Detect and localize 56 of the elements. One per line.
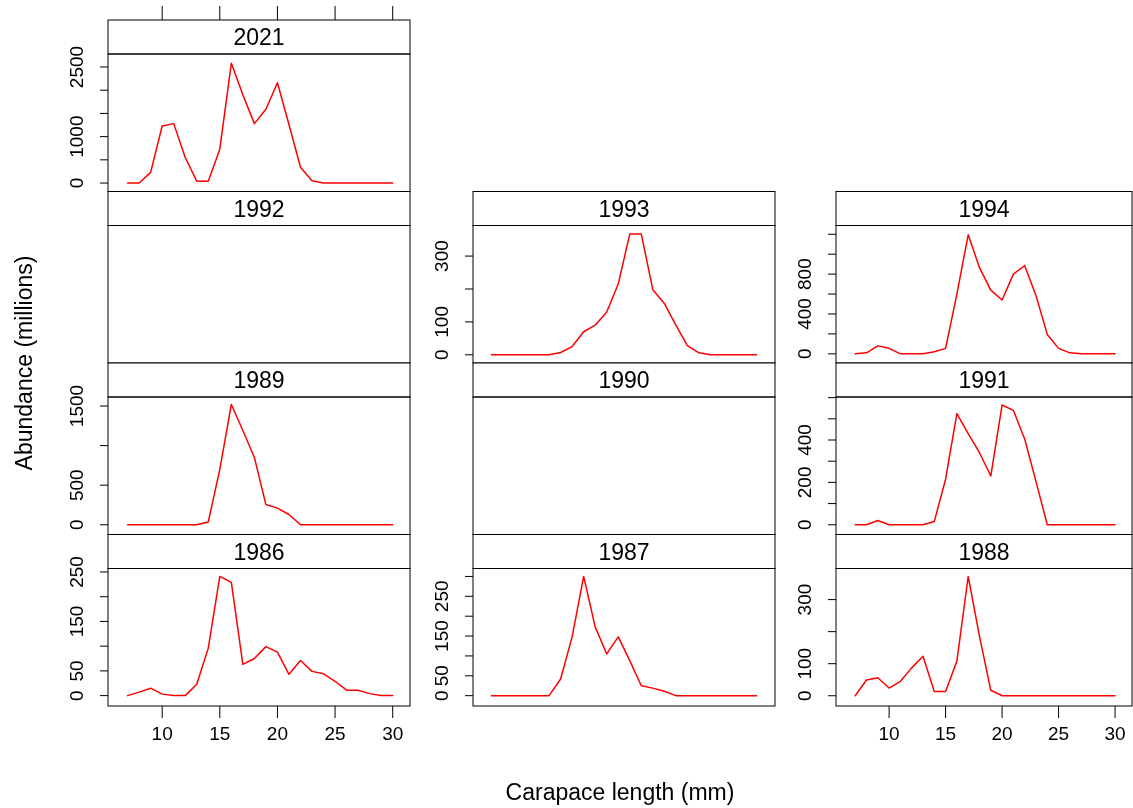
x-axis-title: Carapace length (mm) [505, 779, 735, 805]
line-series [854, 404, 1116, 526]
y-tick-label: 0 [66, 177, 87, 189]
chart-title: 1993 [598, 195, 650, 222]
y-tick-label: 0 [66, 690, 87, 701]
x-tick-label: 30 [1104, 723, 1126, 744]
y-tick-label: 50 [66, 660, 87, 682]
y-tick-label: 1000 [66, 115, 87, 158]
y-tick-label: 300 [431, 240, 452, 272]
line-series [854, 575, 1116, 697]
chart-title: 2021 [233, 24, 285, 50]
chart-title: 1986 [233, 538, 285, 565]
y-tick-label: 100 [431, 306, 452, 338]
x-tick-label: 20 [991, 723, 1013, 744]
chart-title: 1989 [233, 367, 285, 393]
x-tick-label: 30 [382, 723, 404, 744]
x-tick-label: 20 [266, 723, 289, 744]
chart-title: 1994 [958, 195, 1010, 222]
y-tick-label: 0 [431, 349, 452, 361]
y-tick-label: 800 [794, 258, 815, 290]
x-tick-label: 15 [209, 723, 231, 744]
y-tick-label: 0 [794, 348, 815, 360]
y-tick-label: 0 [794, 690, 815, 702]
y-tick-label: 0 [794, 519, 815, 531]
chart-title: 1988 [958, 538, 1010, 565]
chart-title: 1991 [958, 367, 1010, 393]
x-tick-label: 25 [324, 723, 346, 744]
chart-title: 1987 [598, 538, 650, 565]
y-tick-label: 1500 [66, 384, 87, 428]
y-tick-label: 50 [431, 665, 452, 687]
y-tick-label: 2500 [66, 45, 87, 89]
x-tick-label: 10 [878, 723, 900, 744]
line-series [126, 403, 394, 526]
y-tick-label: 250 [431, 580, 452, 613]
y-tick-label: 150 [431, 620, 452, 652]
y-tick-label: 0 [431, 690, 452, 701]
y-tick-label: 500 [66, 469, 87, 502]
line-series [490, 575, 758, 697]
text: 1992 [233, 195, 285, 222]
x-tick-label: 25 [1047, 723, 1070, 744]
line-series [126, 575, 394, 697]
y-tick-label: 250 [66, 556, 87, 588]
y-tick-label: 150 [66, 605, 87, 638]
x-tick-label: 10 [151, 723, 173, 744]
y-axis-title: Abundance (millions) [11, 255, 37, 471]
y-tick-label: 400 [794, 298, 815, 330]
line-series [126, 62, 394, 184]
y-tick-label: 300 [794, 583, 815, 616]
y-tick-label: 400 [794, 424, 815, 456]
y-tick-label: 0 [66, 519, 87, 531]
line-series [854, 234, 1116, 355]
text: 1990 [598, 367, 650, 393]
y-tick-label: 200 [794, 466, 815, 499]
line-series [490, 233, 758, 356]
y-tick-label: 100 [794, 647, 815, 680]
x-tick-label: 15 [935, 723, 957, 744]
